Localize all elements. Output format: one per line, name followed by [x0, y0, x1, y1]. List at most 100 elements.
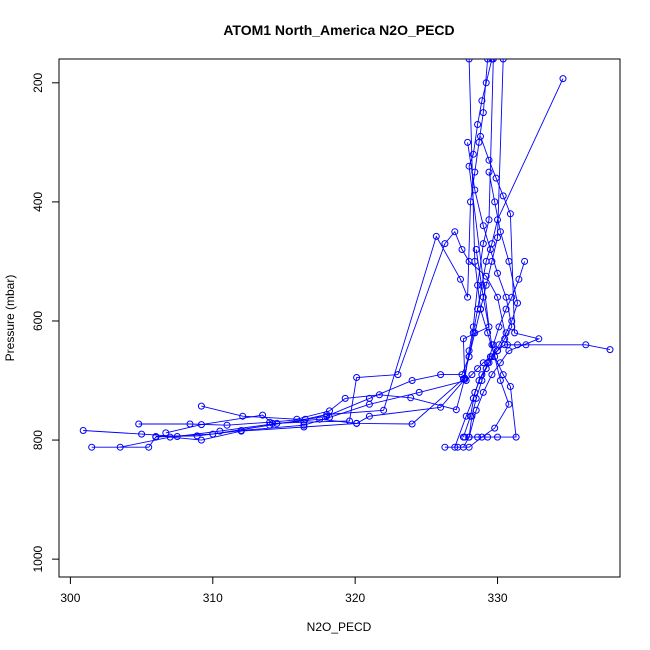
- data-point: [365, 400, 373, 408]
- data-point: [197, 421, 205, 429]
- data-point: [499, 192, 507, 200]
- data-point: [437, 403, 445, 411]
- data-point: [482, 281, 490, 289]
- data-point: [502, 305, 510, 313]
- data-point: [441, 240, 449, 248]
- data-point: [269, 419, 277, 427]
- x-tick-label: 320: [345, 591, 365, 605]
- y-tick-label: 600: [31, 311, 45, 331]
- data-point: [485, 216, 493, 224]
- data-point: [559, 75, 567, 83]
- data-point: [216, 427, 224, 435]
- data-point: [495, 323, 503, 331]
- data-point: [145, 443, 153, 451]
- data-point: [88, 443, 96, 451]
- data-point: [162, 429, 170, 437]
- data-point: [465, 59, 473, 63]
- data-point: [479, 109, 487, 117]
- data-point: [197, 436, 205, 444]
- series-line-8: [155, 344, 611, 437]
- data-point: [535, 335, 543, 343]
- series-line-7: [165, 230, 526, 434]
- data-point: [485, 156, 493, 164]
- data-point: [606, 346, 614, 354]
- data-point: [464, 293, 472, 301]
- data-point: [499, 371, 507, 379]
- data-point: [474, 365, 482, 373]
- data-point: [478, 433, 486, 441]
- y-tick-label: 1000: [31, 545, 45, 572]
- chart-title: ATOM1 North_America N2O_PECD: [223, 22, 454, 38]
- data-point: [484, 59, 492, 63]
- data-point: [501, 335, 509, 343]
- data-point: [491, 198, 499, 206]
- x-axis-label: N2O_PECD: [307, 620, 372, 634]
- y-axis: 200 400 600 800 1000: [31, 72, 59, 572]
- data-point: [479, 222, 487, 230]
- data-point: [408, 377, 416, 384]
- plot-frame: [58, 58, 621, 578]
- data-point: [464, 138, 472, 146]
- series-line-12: [464, 59, 517, 438]
- x-tick-label: 330: [488, 591, 508, 605]
- data-point: [494, 234, 501, 242]
- data-point: [494, 269, 501, 277]
- data-point: [475, 377, 483, 384]
- data-point: [582, 341, 590, 349]
- data-point: [465, 443, 473, 451]
- data-point: [491, 353, 499, 361]
- data-point: [459, 335, 467, 343]
- data-point: [479, 388, 487, 396]
- data-point: [485, 168, 493, 176]
- data-point: [135, 420, 143, 428]
- y-tick-label: 200: [31, 72, 45, 92]
- data-point: [353, 374, 361, 381]
- data-point: [152, 433, 160, 440]
- data-point: [408, 420, 416, 428]
- data-point: [488, 59, 496, 63]
- series-line-11: [468, 136, 541, 438]
- data-point: [375, 391, 383, 399]
- data-point: [471, 388, 479, 396]
- data-point: [437, 371, 445, 379]
- data-point: [512, 433, 520, 441]
- data-point: [365, 412, 373, 420]
- data-point: [496, 228, 504, 236]
- data-point: [138, 430, 146, 438]
- data-point: [458, 246, 466, 253]
- data-point: [451, 228, 459, 236]
- plot-area: [79, 59, 614, 451]
- data-point: [486, 246, 494, 253]
- data-point: [471, 186, 479, 194]
- data-point: [479, 293, 487, 301]
- data-point: [491, 424, 499, 432]
- series-line-13: [444, 249, 510, 448]
- data-point: [472, 246, 480, 253]
- data-point: [223, 421, 231, 429]
- data-point: [452, 406, 460, 414]
- data-point: [454, 443, 462, 451]
- data-point: [239, 412, 247, 420]
- data-point: [300, 421, 308, 429]
- data-point: [237, 427, 245, 434]
- data-point: [496, 377, 504, 384]
- data-point: [166, 433, 174, 441]
- data-point: [465, 353, 473, 361]
- y-tick-label: 800: [31, 430, 45, 450]
- data-point: [482, 79, 490, 87]
- data-point: [193, 432, 201, 440]
- data-point: [505, 347, 513, 355]
- data-point: [482, 257, 490, 265]
- data-point: [341, 394, 349, 402]
- data-point: [472, 406, 480, 414]
- data-point: [478, 371, 486, 379]
- data-point: [479, 240, 487, 248]
- data-point: [462, 377, 470, 384]
- series-line-5: [138, 59, 489, 426]
- data-point: [488, 341, 496, 349]
- series-line-3: [120, 59, 494, 448]
- data-point: [477, 132, 484, 140]
- data-point: [346, 417, 353, 425]
- data-point: [116, 443, 124, 451]
